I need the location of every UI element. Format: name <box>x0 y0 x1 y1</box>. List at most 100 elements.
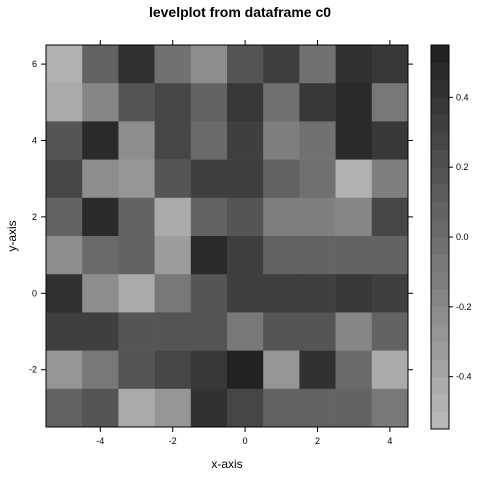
colorbar-segment <box>431 341 449 360</box>
y-tick-label: 2 <box>32 212 37 222</box>
heatmap-cell <box>263 312 300 351</box>
heatmap-cell <box>46 388 83 428</box>
heatmap-cell <box>82 197 119 237</box>
heatmap-cell <box>154 350 192 390</box>
heatmap-cell <box>335 274 373 313</box>
heatmap-cell <box>335 312 373 351</box>
colorbar <box>431 45 449 430</box>
heatmap-cell <box>118 350 155 390</box>
heatmap-cell <box>118 388 155 428</box>
heatmap-cell <box>118 45 155 84</box>
heatmap-cell <box>46 159 83 199</box>
heatmap-cell <box>154 312 192 351</box>
heatmap-cell <box>335 197 373 237</box>
heatmap-cell <box>190 121 228 160</box>
heatmap-cell <box>299 83 336 122</box>
heatmap-cell <box>263 159 300 199</box>
y-tick-label: 4 <box>32 136 37 146</box>
colorbar-tick-label: 0.0 <box>456 232 469 242</box>
heatmap-cell <box>82 83 119 122</box>
heatmap-cell <box>299 236 336 275</box>
colorbar-segment <box>431 184 449 203</box>
heatmap-cell <box>82 274 119 313</box>
heatmap-cell <box>118 121 155 160</box>
colorbar-segment <box>431 359 449 377</box>
heatmap-cell <box>190 312 228 351</box>
heatmap-cell <box>371 388 409 428</box>
y-axis-ticks: 6 4 2 0 -2 <box>29 59 413 375</box>
heatmap-cell <box>371 121 409 160</box>
heatmap-cell <box>263 388 300 428</box>
colorbar-segment <box>431 62 449 81</box>
heatmap-cell <box>299 274 336 313</box>
heatmap-cell <box>227 236 264 275</box>
heatmap-cell <box>154 236 192 275</box>
heatmap-cell <box>263 197 300 237</box>
colorbar-segment <box>431 411 449 430</box>
x-tick-label: 0 <box>243 436 248 446</box>
plot-frame <box>45 44 409 428</box>
heatmap-cell <box>227 197 264 237</box>
heatmap-cell <box>118 236 155 275</box>
heatmap-cell <box>46 236 83 275</box>
y-tick-label: 6 <box>32 59 37 69</box>
heatmap-cell <box>335 159 373 199</box>
heatmap-cell <box>118 159 155 199</box>
colorbar-tick-label: 0.4 <box>456 92 469 102</box>
heatmap-cell <box>190 83 228 122</box>
heatmap-cell <box>190 236 228 275</box>
heatmap-cell <box>46 45 83 84</box>
colorbar-segment <box>431 306 449 325</box>
heatmap-cell <box>118 274 155 313</box>
heatmap-cell <box>299 350 336 390</box>
x-axis-title: x-axis <box>211 457 242 471</box>
heatmap-cell <box>227 45 264 84</box>
heatmap-cell <box>299 312 336 351</box>
heatmap-cell <box>46 274 83 313</box>
heatmap-cell <box>263 121 300 160</box>
heatmap-cell <box>46 197 83 237</box>
colorbar-segment <box>431 237 449 255</box>
heatmap-cells <box>46 45 409 428</box>
y-axis-title: y-axis <box>5 220 19 251</box>
heatmap-cell <box>82 236 119 275</box>
heatmap-cell <box>371 197 409 237</box>
colorbar-tick-label: -0.2 <box>456 302 472 312</box>
colorbar-segment <box>431 79 449 98</box>
heatmap-cell <box>371 83 409 122</box>
colorbar-segment <box>431 97 449 116</box>
heatmap-cell <box>154 388 192 428</box>
colorbar-segment <box>431 114 449 133</box>
heatmap-cell <box>46 121 83 160</box>
colorbar-segment <box>431 45 449 63</box>
heatmap-cell <box>371 45 409 84</box>
colorbar-tick-label: -0.4 <box>456 372 472 382</box>
x-tick-label: 2 <box>315 436 320 446</box>
heatmap-cell <box>263 350 300 390</box>
colorbar-segment <box>431 271 449 290</box>
heatmap-cell <box>299 197 336 237</box>
heatmap-cell <box>190 197 228 237</box>
heatmap-cell <box>154 45 192 84</box>
colorbar-segment <box>431 149 449 168</box>
heatmap-cell <box>154 197 192 237</box>
heatmap-cell <box>263 274 300 313</box>
heatmap-cell <box>82 159 119 199</box>
y-tick-label: -2 <box>29 365 37 375</box>
x-tick-label: 4 <box>387 436 392 446</box>
heatmap-cell <box>118 197 155 237</box>
heatmap-cell <box>371 274 409 313</box>
heatmap-cell <box>227 274 264 313</box>
heatmap-cell <box>263 45 300 84</box>
heatmap-cell <box>335 83 373 122</box>
x-axis-ticks: -4 -2 0 2 4 <box>96 40 392 446</box>
colorbar-segment <box>431 394 449 412</box>
heatmap-cell <box>190 350 228 390</box>
heatmap-cell <box>227 121 264 160</box>
heatmap-cell <box>154 121 192 160</box>
heatmap-cell <box>190 45 228 84</box>
heatmap-cell <box>371 159 409 199</box>
colorbar-segment <box>431 219 449 238</box>
